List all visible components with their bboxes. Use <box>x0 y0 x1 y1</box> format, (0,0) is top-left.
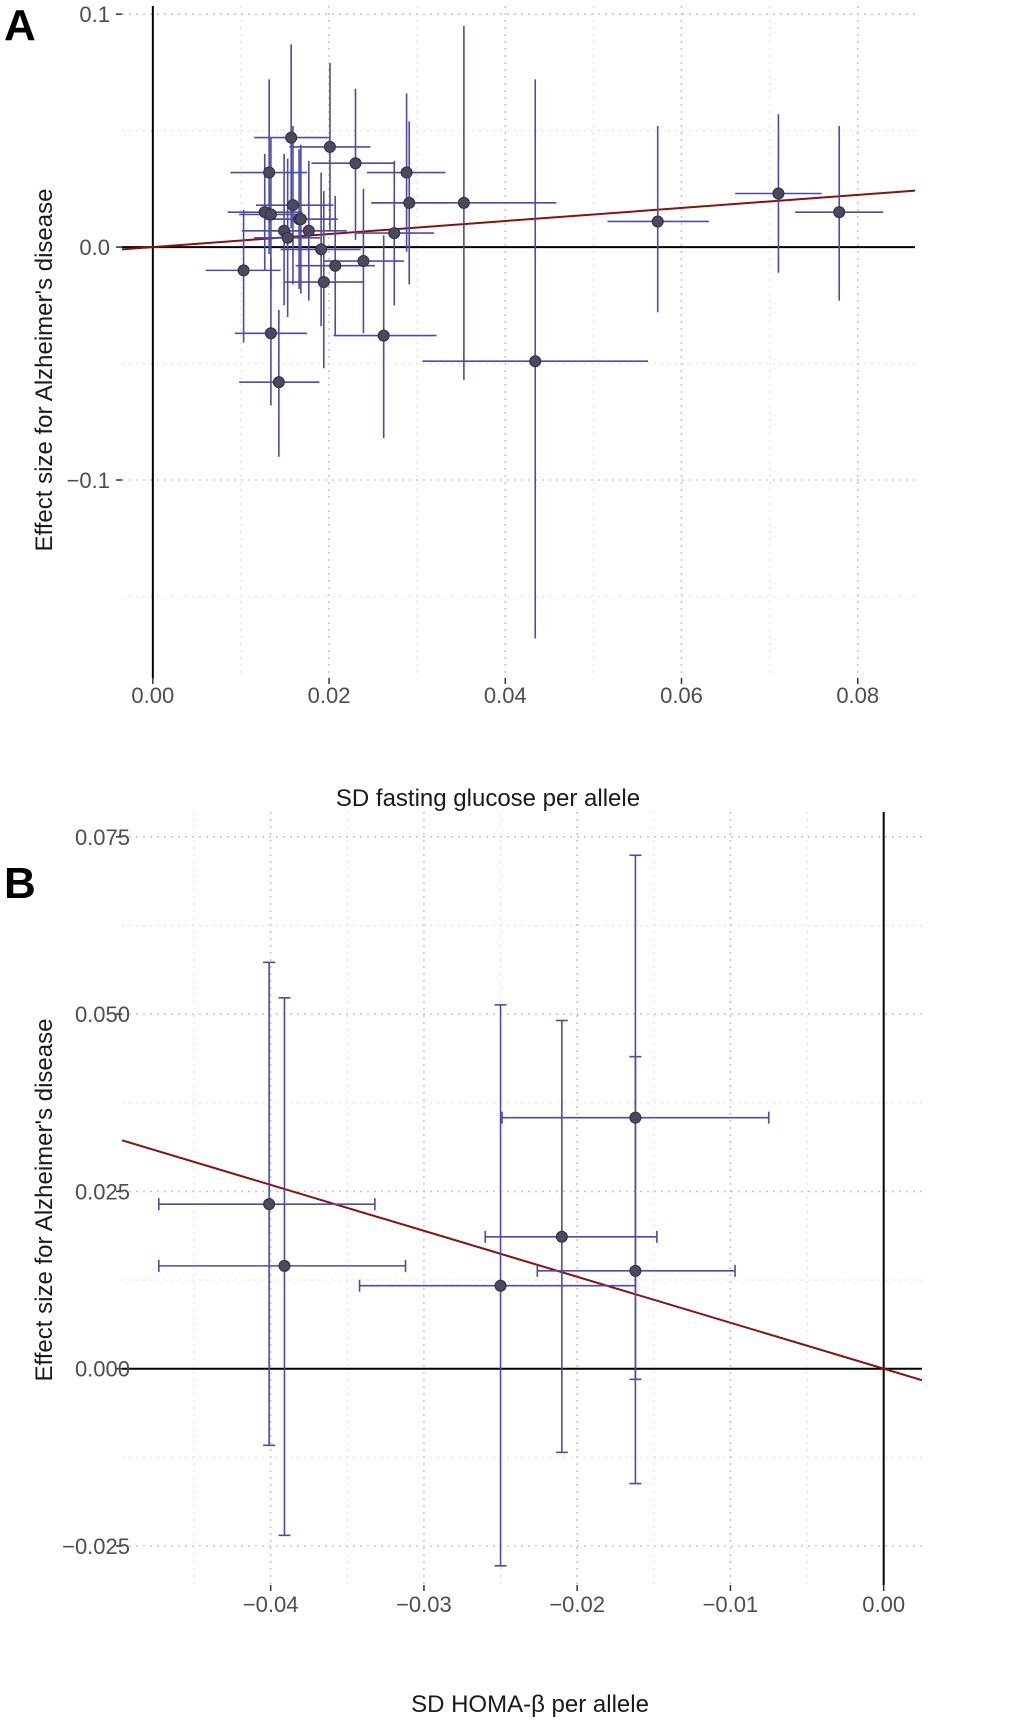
y-tick-label: −0.1 <box>67 468 110 493</box>
x-tick-label: −0.03 <box>396 1592 452 1617</box>
regression-line <box>121 1139 923 1382</box>
panel-a-letter: A <box>4 1 36 50</box>
panel-a-chart: A 0.00 0.02 0.04 0.06 0.08 0.1 0.0 −0.1 SD fas… <box>4 1 916 812</box>
panel-a-y-axis-label: Effect size for Alzheimer's disease <box>31 189 58 552</box>
data-point <box>281 231 294 244</box>
data-point <box>629 1111 642 1124</box>
data-point <box>349 157 362 170</box>
y-tick-label: 0.000 <box>75 1357 130 1382</box>
x-tick-label: −0.04 <box>243 1592 299 1617</box>
y-tick-label: 0.1 <box>79 2 110 27</box>
panel-b-y-axis-label: Effect size for Alzheimer's disease <box>31 1019 58 1382</box>
data-point <box>286 199 299 212</box>
panel-b-chart: B −0.04 −0.03 −0.02 −0.01 0.00 0.0750.0500.0… <box>4 812 923 1718</box>
data-point <box>833 206 846 219</box>
panel-b-error-bars <box>157 854 770 1567</box>
x-tick-label: 0.00 <box>131 683 174 708</box>
panel-b-y-ticks: 0.075 0.050 0.025 0.000 −0.025 <box>62 825 130 1559</box>
data-point <box>400 166 413 179</box>
data-point <box>377 329 390 342</box>
data-point <box>272 376 285 389</box>
panel-b-regression <box>121 1139 923 1382</box>
x-tick-label: 0.04 <box>484 683 527 708</box>
data-point <box>302 224 315 237</box>
data-point <box>772 187 785 200</box>
panel-a-y-ticks: 0.1 0.0 −0.1 <box>67 2 122 493</box>
y-tick-label: 0.075 <box>75 825 130 850</box>
panel-a-zero-lines <box>122 6 915 678</box>
x-tick-label: −0.02 <box>549 1592 605 1617</box>
data-point <box>457 196 470 209</box>
panel-a-error-bars <box>205 25 884 639</box>
data-point <box>263 166 276 179</box>
y-tick-label: −0.025 <box>62 1534 130 1559</box>
data-point <box>388 227 401 240</box>
x-tick-label: 0.00 <box>862 1592 905 1617</box>
y-tick-label: 0.025 <box>75 1179 130 1204</box>
x-tick-label: −0.01 <box>703 1592 759 1617</box>
data-point <box>315 243 328 256</box>
x-tick-label: 0.06 <box>660 683 703 708</box>
data-point <box>629 1264 642 1277</box>
panel-b-points <box>263 1111 642 1292</box>
data-point <box>529 355 542 368</box>
panel-a-points <box>237 131 846 389</box>
panel-b-x-ticks: −0.04 −0.03 −0.02 −0.01 0.00 <box>243 1585 905 1617</box>
data-point <box>651 215 664 228</box>
regression-line <box>121 189 916 251</box>
data-point <box>323 140 336 153</box>
data-point <box>555 1230 568 1243</box>
data-point <box>285 131 298 144</box>
panel-a-x-axis-label: SD fasting glucose per allele <box>336 785 640 812</box>
panel-a-gridlines <box>122 6 915 678</box>
data-point <box>494 1279 507 1292</box>
data-point <box>294 213 307 226</box>
x-tick-label: 0.02 <box>308 683 351 708</box>
data-point <box>264 327 277 340</box>
y-tick-label: 0.050 <box>75 1002 130 1027</box>
data-point <box>357 255 370 268</box>
data-point <box>317 276 330 289</box>
panel-b-gridlines <box>122 812 922 1585</box>
data-point <box>263 1198 276 1211</box>
y-tick-label: 0.0 <box>79 235 110 260</box>
data-point <box>403 196 416 209</box>
panel-b-letter: B <box>4 859 36 908</box>
data-point <box>329 259 342 272</box>
data-point <box>278 1259 291 1272</box>
panel-b-zero-lines <box>122 812 922 1585</box>
panel-a-x-ticks: 0.00 0.02 0.04 0.06 0.08 <box>131 678 879 708</box>
panel-b-x-axis-label: SD HOMA-β per allele <box>411 1691 649 1718</box>
x-tick-label: 0.08 <box>836 683 879 708</box>
data-point <box>237 264 250 277</box>
data-point <box>264 208 277 221</box>
panel-a-regression <box>121 189 916 251</box>
